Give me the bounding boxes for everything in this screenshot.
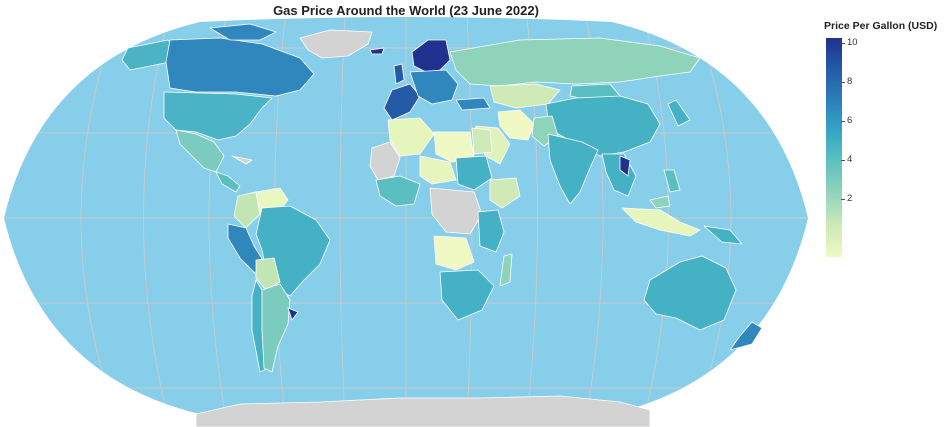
country-niger[interactable] <box>419 155 457 185</box>
country-iceland[interactable] <box>369 47 385 55</box>
legend-tick: 2 <box>840 193 852 204</box>
country-france-spain[interactable] <box>383 83 421 121</box>
country-iran[interactable] <box>497 109 535 141</box>
country-ethiopia[interactable] <box>489 177 521 209</box>
country-png[interactable] <box>703 225 743 245</box>
color-legend: Price Per Gallon (USD) 10 8 6 4 2 <box>824 20 948 257</box>
country-philippines[interactable] <box>663 169 681 193</box>
country-malaysia[interactable] <box>649 195 671 209</box>
country-australia[interactable] <box>643 255 737 331</box>
country-russia[interactable] <box>449 37 701 87</box>
country-central-europe[interactable] <box>409 69 459 105</box>
country-canada[interactable] <box>165 37 315 97</box>
country-west-africa[interactable] <box>375 175 421 207</box>
country-cuba[interactable] <box>231 155 253 165</box>
legend-color-bar <box>826 38 842 257</box>
country-new-zealand[interactable] <box>729 321 763 351</box>
country-norway-sweden[interactable] <box>411 39 451 73</box>
country-southern-africa[interactable] <box>439 269 495 321</box>
country-japan[interactable] <box>667 99 691 127</box>
legend-tick: 6 <box>840 115 852 126</box>
country-uk[interactable] <box>393 63 405 85</box>
country-no-data-west-africa[interactable] <box>369 141 401 181</box>
country-no-data-central-africa[interactable] <box>429 187 483 235</box>
country-egypt[interactable] <box>471 127 493 155</box>
country-turkey[interactable] <box>455 97 491 111</box>
map-title: Gas Price Around the World (23 June 2022… <box>273 3 539 18</box>
country-antarctica[interactable] <box>195 395 651 427</box>
legend-tick: 4 <box>840 154 852 165</box>
country-usa[interactable] <box>163 91 273 141</box>
legend-title: Price Per Gallon (USD) <box>824 20 938 32</box>
country-central-america[interactable] <box>215 171 241 193</box>
country-indonesia[interactable] <box>621 207 701 237</box>
country-laos[interactable] <box>619 155 631 177</box>
country-north-africa-west[interactable] <box>387 117 435 157</box>
legend-tick: 8 <box>840 76 852 87</box>
country-india[interactable] <box>547 133 599 205</box>
country-east-africa[interactable] <box>477 209 505 253</box>
country-greenland[interactable] <box>299 29 373 59</box>
country-colombia[interactable] <box>233 191 261 229</box>
country-sudan[interactable] <box>455 155 493 191</box>
legend-tick: 10 <box>841 37 858 48</box>
world-map[interactable] <box>0 0 812 427</box>
country-argentina[interactable] <box>261 283 291 373</box>
country-angola[interactable] <box>433 235 475 271</box>
country-madagascar[interactable] <box>499 253 513 287</box>
country-uruguay[interactable] <box>287 307 299 321</box>
country-usa-alaska[interactable] <box>121 39 177 71</box>
country-canada-islands[interactable] <box>209 23 277 41</box>
